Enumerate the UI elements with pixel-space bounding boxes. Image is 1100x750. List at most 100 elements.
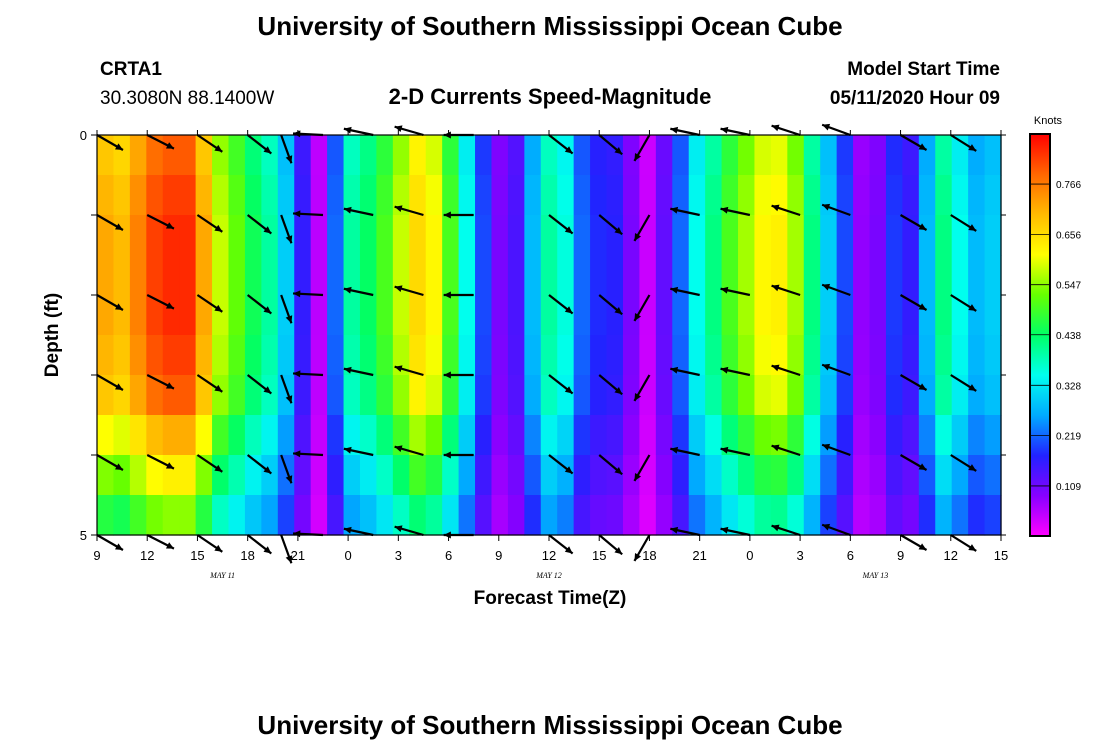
heatmap-cell: [442, 335, 460, 376]
heatmap-cell: [705, 335, 723, 376]
heatmap-cell: [721, 495, 739, 536]
heatmap-cell: [409, 335, 427, 376]
heatmap-cell: [261, 415, 279, 456]
heatmap-cell: [918, 415, 936, 456]
heatmap-cell: [853, 495, 871, 536]
vector-head: [822, 123, 831, 131]
heatmap-cell: [622, 455, 640, 496]
heatmap-cell: [294, 455, 312, 496]
vector-head: [115, 223, 123, 230]
vector-head: [394, 525, 403, 533]
heatmap-cell: [803, 175, 821, 216]
heatmap-cell: [294, 495, 312, 536]
heatmap-cell: [984, 255, 1002, 296]
vector-head: [285, 155, 293, 164]
heatmap-cell: [540, 415, 558, 456]
vector-head: [720, 366, 729, 374]
heatmap-cell: [622, 255, 640, 296]
heatmap-cell: [984, 135, 1002, 176]
date-label: MAY 11: [209, 571, 235, 580]
vector-head: [634, 553, 642, 561]
heatmap-cell: [228, 215, 246, 256]
heatmap-cell: [392, 175, 410, 216]
heatmap-cell: [97, 135, 115, 176]
heatmap-cell: [935, 175, 953, 216]
heatmap-cell: [853, 455, 871, 496]
heatmap-cell: [113, 415, 131, 456]
vector-head: [263, 466, 272, 474]
heatmap-cell: [639, 375, 657, 416]
heatmap-cell: [688, 295, 706, 336]
heatmap-cell: [491, 415, 509, 456]
vector-head: [968, 544, 977, 551]
heatmap-cell: [557, 175, 575, 216]
heatmap-cell: [195, 135, 213, 176]
heatmap-cell: [162, 295, 180, 336]
heatmap-cell: [918, 295, 936, 336]
heatmap-cell: [359, 415, 378, 456]
heatmap-cell: [146, 495, 164, 536]
y-axis-ticks: 05: [80, 128, 1006, 543]
heatmap-cell: [162, 215, 180, 256]
heatmap-cell: [918, 495, 936, 536]
heatmap-cell: [738, 495, 756, 536]
x-axis-ticks: 9 12 15 18 21 0 3 6 9 12 15 18 21 0 3 6 9 12 15: [93, 130, 1008, 563]
colorbar-tick-label: 0.766: [1056, 180, 1081, 191]
heatmap-cell: [869, 455, 887, 496]
heatmap-cell: [705, 255, 723, 296]
heatmap-cell: [327, 415, 345, 456]
heatmap-cell: [803, 335, 821, 376]
vector-head: [564, 466, 573, 474]
heatmap-cell: [639, 415, 657, 456]
vector-head: [165, 382, 174, 389]
heatmap-cell: [425, 255, 443, 296]
heatmap-cell: [655, 135, 673, 176]
heatmap-cell: [935, 415, 953, 456]
x-tick-label: 0: [344, 548, 351, 563]
vector-head: [443, 211, 451, 219]
heatmap-cell: [787, 295, 805, 336]
heatmap-cell: [721, 135, 739, 176]
heatmap-cell: [327, 175, 345, 216]
heatmap-cell: [195, 335, 213, 376]
vector-head: [214, 544, 223, 552]
heatmap-cell: [129, 415, 147, 456]
heatmap-cell: [721, 455, 739, 496]
heatmap-cell: [475, 135, 493, 176]
heatmap-cell: [885, 495, 903, 536]
heatmap-cell: [212, 135, 230, 176]
vector-head: [614, 226, 623, 235]
heatmap-cell: [524, 295, 542, 336]
vector-head: [115, 543, 123, 550]
heatmap-cell: [885, 455, 903, 496]
heatmap-cell: [655, 495, 673, 536]
heatmap-cell: [803, 295, 821, 336]
heatmap-cell: [853, 295, 871, 336]
vector-head: [968, 464, 977, 471]
heatmap-cell: [376, 495, 394, 536]
heatmap-cell: [475, 295, 493, 336]
heatmap-cell: [738, 175, 756, 216]
heatmap-cell: [721, 255, 739, 296]
heatmap-cell: [573, 255, 591, 296]
heatmap-cell: [294, 375, 312, 416]
heatmap-cell: [179, 415, 197, 456]
vector-head: [822, 203, 831, 211]
heatmap-cell: [672, 135, 690, 176]
heatmap-cell: [376, 215, 394, 256]
heatmap-cell: [918, 215, 936, 256]
heatmap-cell: [491, 175, 509, 216]
heatmap-cell: [573, 495, 591, 536]
heatmap-cell: [557, 135, 575, 176]
vector-head: [670, 526, 679, 534]
heatmap-cell: [343, 375, 361, 416]
heatmap-cell: [359, 215, 378, 256]
heatmap-cell: [836, 215, 854, 256]
heatmap-cell: [97, 215, 115, 256]
x-tick-label: 9: [897, 548, 904, 563]
vector-head: [634, 313, 642, 321]
y-tick-label: 0: [80, 128, 87, 143]
heatmap-cell: [836, 255, 854, 296]
heatmap-cell: [902, 215, 920, 256]
heatmap-cell: [787, 255, 805, 296]
